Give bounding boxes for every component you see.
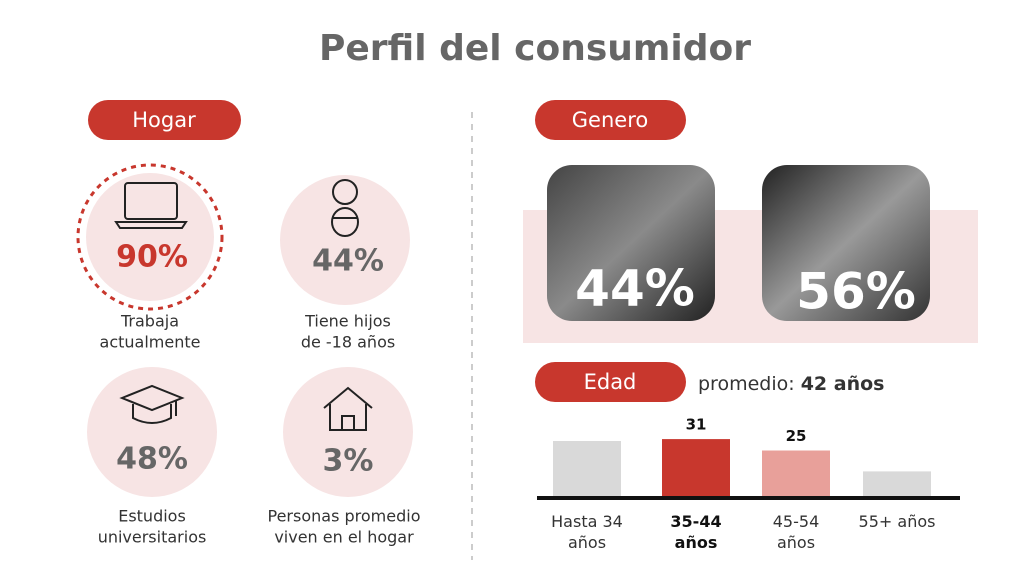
category-label: Hasta 34 años [551, 512, 623, 552]
percent: 90% [116, 240, 188, 275]
average: promedio: 42 años [698, 373, 884, 395]
bar [662, 439, 730, 498]
percent: 44% [312, 244, 384, 279]
section-label: Hogar [132, 108, 196, 132]
bar-chart: 31 25 [553, 416, 931, 498]
category-label: 35-44 años [670, 512, 722, 552]
category-label: 45-54 años [772, 512, 820, 552]
pill [88, 100, 241, 140]
circle [87, 367, 217, 497]
bar [762, 450, 830, 498]
caption: viven en el hogar [274, 528, 414, 547]
percent: 48% [116, 442, 188, 477]
bar [553, 441, 621, 498]
value-label: 31 [686, 416, 707, 434]
title: Perfil del consumidor [319, 28, 751, 69]
photo-man [547, 165, 715, 321]
bar [863, 471, 931, 498]
percent-men: 44% [575, 260, 695, 318]
caption: Tiene hijos [304, 312, 391, 331]
caption: universitarios [98, 528, 207, 547]
percent: 3% [323, 444, 374, 479]
caption: Estudios [118, 507, 186, 526]
section-label: Genero [572, 108, 648, 132]
icon-baby [331, 179, 359, 237]
value-label: 25 [786, 427, 807, 445]
highlight-ring [76, 163, 224, 311]
caption: Personas promedio [268, 507, 421, 526]
icon-house [323, 386, 373, 431]
average-value: 42 años [801, 373, 885, 395]
caption: de -18 años [301, 333, 395, 352]
caption: Trabaja [120, 312, 179, 331]
circle [283, 367, 413, 497]
pill [535, 362, 686, 402]
percent-women: 56% [796, 263, 916, 321]
photo-woman [762, 165, 930, 321]
average-label: promedio: [698, 373, 795, 395]
section-label: Edad [584, 370, 637, 394]
circle [280, 175, 410, 305]
icon-cap [119, 384, 185, 424]
icon-laptop [114, 182, 188, 229]
circle [86, 173, 214, 301]
category-label: 55+ años [858, 512, 936, 531]
pill [535, 100, 686, 140]
caption: actualmente [100, 333, 201, 352]
